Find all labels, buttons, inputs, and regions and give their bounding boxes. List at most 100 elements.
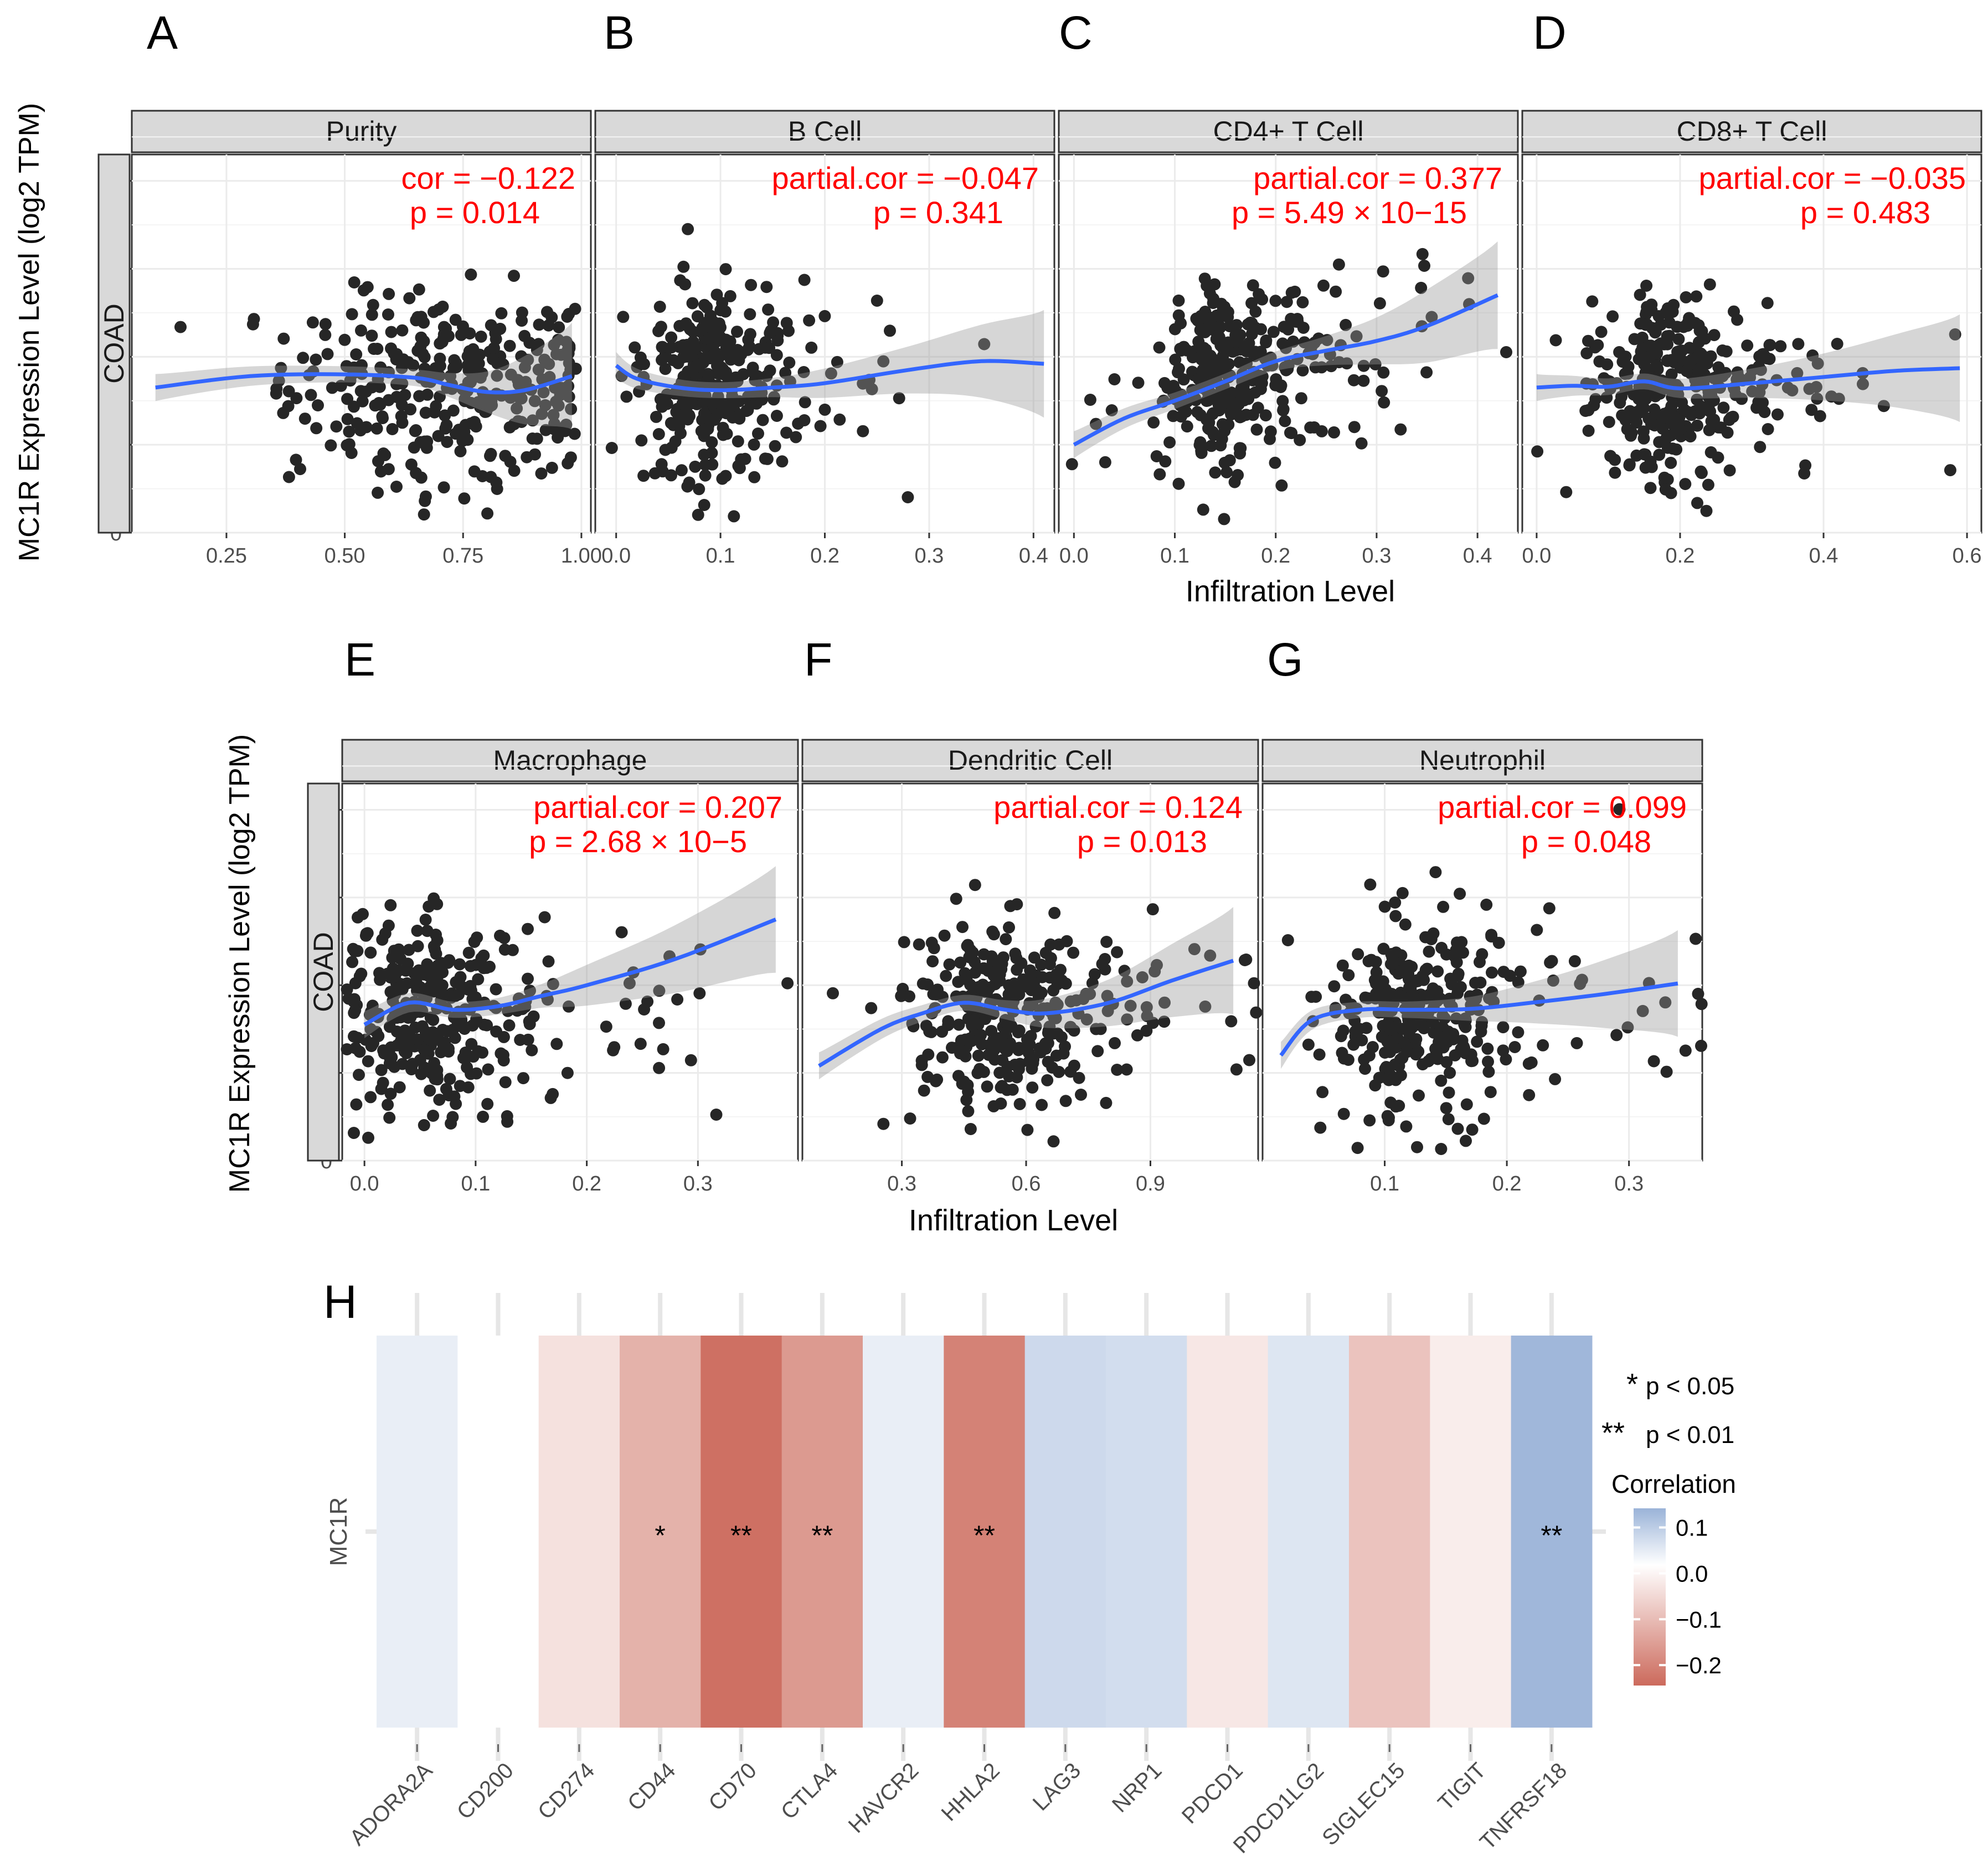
- data-point: [338, 333, 351, 346]
- data-point: [1284, 426, 1296, 439]
- data-point: [1360, 1022, 1373, 1034]
- data-point: [476, 1046, 488, 1059]
- data-point: [562, 457, 574, 470]
- data-point: [310, 353, 322, 366]
- data-point: [1206, 370, 1219, 383]
- data-point: [702, 368, 714, 380]
- data-point: [1944, 464, 1956, 477]
- data-point: [1460, 1135, 1472, 1147]
- data-point: [1282, 323, 1295, 336]
- data-point: [1011, 1071, 1023, 1084]
- data-point: [440, 419, 453, 431]
- data-point: [454, 445, 467, 457]
- significance-mark: **: [1541, 1520, 1562, 1551]
- data-point: [1760, 352, 1773, 365]
- data-point: [1621, 1021, 1634, 1034]
- data-point: [1708, 414, 1721, 426]
- significance-mark: **: [730, 1520, 752, 1551]
- data-point: [955, 1034, 967, 1047]
- data-point: [553, 321, 565, 334]
- data-point: [1205, 440, 1218, 452]
- data-point: [547, 409, 560, 421]
- data-point: [803, 314, 816, 327]
- data-point: [494, 322, 507, 335]
- data-point: [693, 987, 706, 999]
- data-point: [1454, 981, 1467, 993]
- data-point: [1169, 353, 1182, 366]
- data-point: [1732, 371, 1745, 384]
- panel-letter: D: [1533, 7, 1567, 59]
- data-point: [1120, 1063, 1133, 1076]
- data-point: [1625, 426, 1638, 439]
- data-point: [1831, 338, 1843, 350]
- data-point: [343, 425, 356, 438]
- data-point: [391, 1012, 403, 1024]
- data-point: [1619, 351, 1632, 363]
- data-point: [1393, 1100, 1405, 1112]
- data-point: [918, 1084, 930, 1097]
- data-point: [971, 1066, 984, 1079]
- data-point: [631, 360, 643, 373]
- heatmap-cell: [1349, 1336, 1430, 1728]
- data-point: [1440, 1102, 1453, 1115]
- data-point: [746, 362, 759, 374]
- data-point: [675, 464, 688, 477]
- colorbar-label: −0.2: [1676, 1652, 1722, 1678]
- data-point: [1642, 339, 1655, 352]
- data-point: [1389, 896, 1402, 909]
- data-point: [615, 926, 628, 939]
- data-point: [928, 942, 940, 955]
- data-point: [536, 373, 549, 386]
- gene-label: ADORA2A: [345, 1758, 437, 1851]
- data-point: [1679, 1044, 1692, 1057]
- x-tick-label: 0.2: [1666, 544, 1695, 568]
- data-point: [1648, 403, 1661, 416]
- data-point: [248, 313, 260, 326]
- scatter-panel-d: D CD8+ T Cell 0.0 0.2 0.4 0.6 partial.cor = −0…: [1521, 7, 1982, 568]
- data-point: [1387, 997, 1400, 1009]
- panel-letter: C: [1059, 7, 1093, 59]
- data-point: [898, 936, 910, 949]
- data-point: [552, 333, 564, 346]
- x-tick-label: 0.1: [461, 1172, 490, 1195]
- data-point: [294, 463, 306, 476]
- data-point: [1151, 958, 1163, 971]
- data-point: [1592, 339, 1604, 352]
- data-point: [1670, 443, 1683, 456]
- data-point: [972, 1018, 985, 1031]
- data-point: [1368, 974, 1381, 986]
- data-point: [1537, 1039, 1549, 1052]
- data-point: [1277, 404, 1290, 417]
- data-point: [413, 964, 425, 977]
- data-point: [1638, 358, 1651, 370]
- data-point: [1111, 946, 1124, 958]
- gene-label: CD200: [452, 1758, 518, 1824]
- data-point: [393, 982, 406, 994]
- data-point: [770, 410, 783, 422]
- data-point: [1220, 466, 1233, 478]
- data-point: [776, 455, 789, 468]
- data-point: [884, 324, 896, 337]
- data-point: [962, 1085, 975, 1098]
- data-point: [341, 983, 353, 996]
- data-point: [568, 427, 581, 440]
- data-point: [1131, 1029, 1144, 1042]
- data-point: [1197, 503, 1209, 516]
- strip-label: Purity: [326, 116, 397, 147]
- data-point: [1332, 258, 1345, 271]
- data-point: [472, 973, 485, 986]
- data-point: [461, 350, 474, 363]
- data-point: [543, 358, 555, 370]
- data-point: [1270, 373, 1283, 385]
- data-point: [1336, 1047, 1348, 1059]
- data-point: [1007, 988, 1020, 1001]
- data-point: [1636, 1004, 1649, 1017]
- data-point: [434, 390, 446, 403]
- data-point: [1172, 477, 1185, 490]
- data-point: [1194, 409, 1207, 421]
- data-point: [1357, 359, 1370, 372]
- data-point: [656, 341, 668, 353]
- data-point: [481, 507, 494, 520]
- data-point: [497, 358, 509, 370]
- data-point: [748, 438, 760, 451]
